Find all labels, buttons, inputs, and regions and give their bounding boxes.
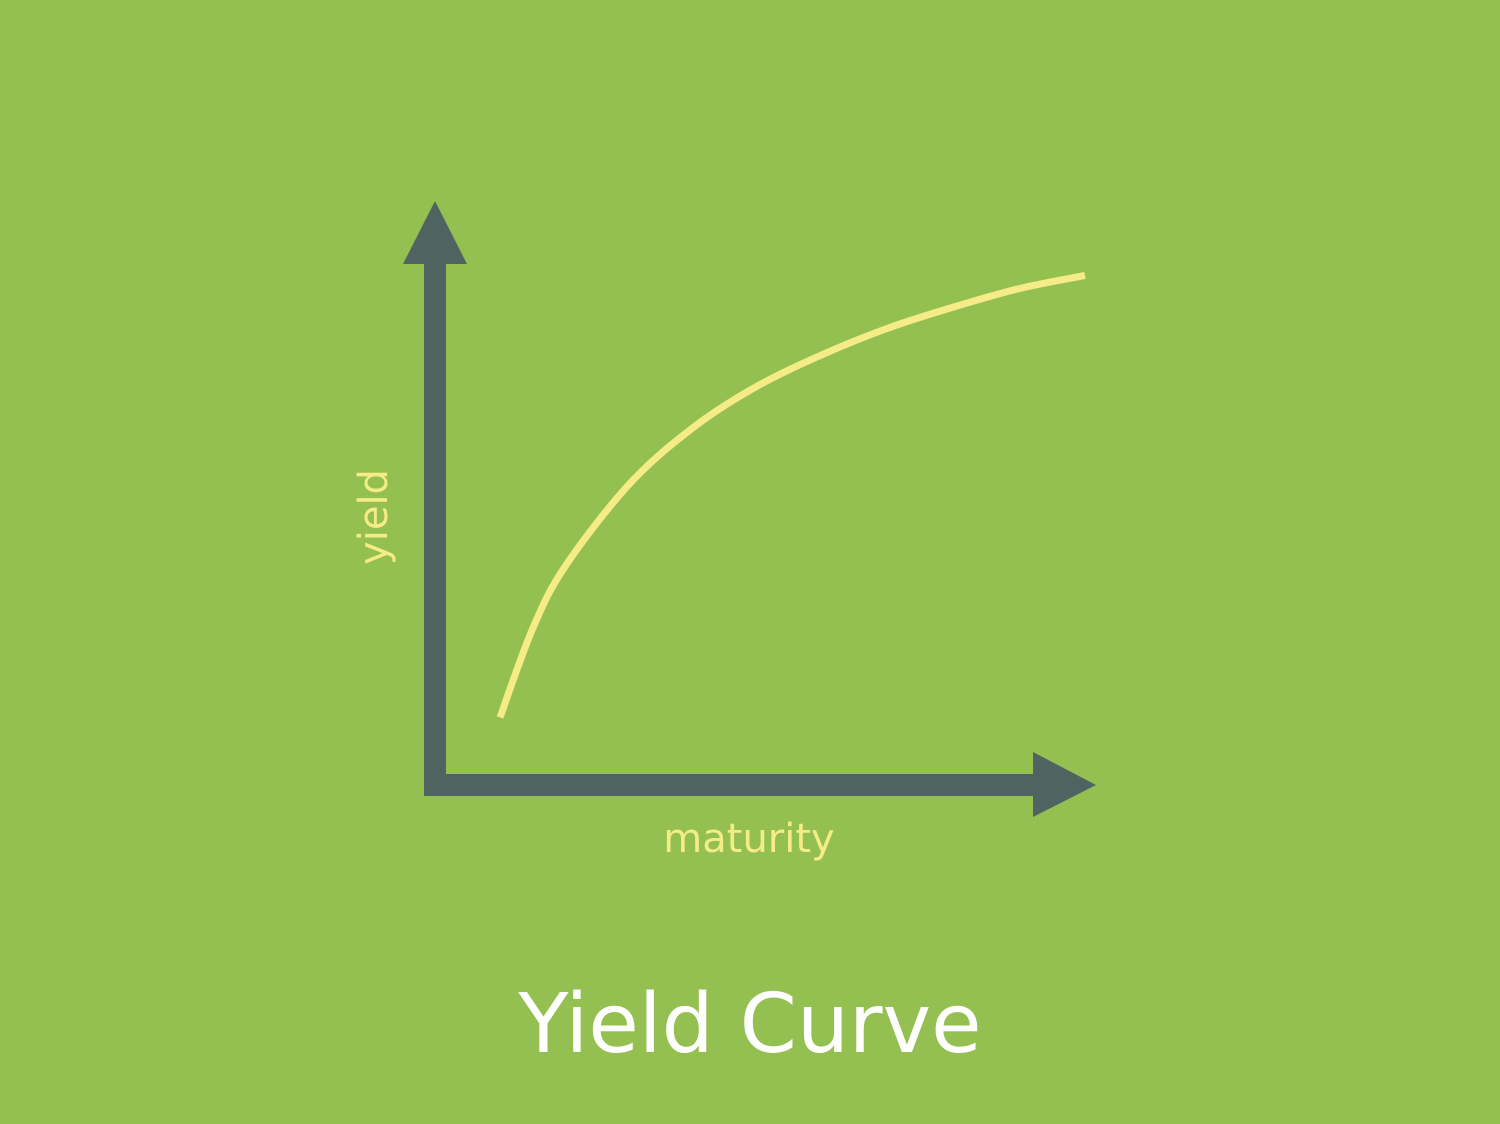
- x-axis: [424, 774, 1038, 796]
- yield-curve-line: [496, 271, 1086, 719]
- y-axis-arrowhead: [403, 201, 467, 264]
- x-axis-label: maturity: [663, 816, 834, 862]
- x-axis-arrowhead: [1033, 752, 1096, 817]
- chart-title: Yield Curve: [517, 977, 981, 1072]
- y-axis: [424, 260, 446, 796]
- y-axis-label: yield: [351, 469, 397, 565]
- chart-axes: [403, 201, 1096, 817]
